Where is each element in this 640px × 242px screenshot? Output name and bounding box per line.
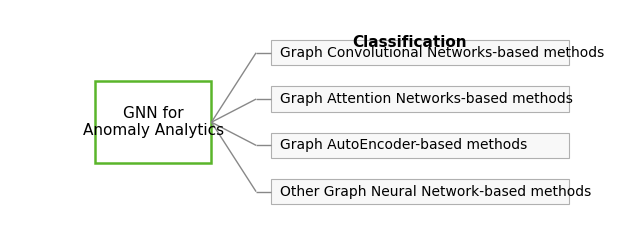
FancyBboxPatch shape (95, 81, 211, 163)
Text: Graph Convolutional Networks-based methods: Graph Convolutional Networks-based metho… (280, 46, 604, 60)
FancyBboxPatch shape (271, 86, 568, 112)
Text: Graph AutoEncoder-based methods: Graph AutoEncoder-based methods (280, 138, 527, 152)
Text: Classification: Classification (353, 35, 467, 50)
Text: Other Graph Neural Network-based methods: Other Graph Neural Network-based methods (280, 185, 591, 199)
FancyBboxPatch shape (271, 40, 568, 65)
Text: GNN for
Anomaly Analytics: GNN for Anomaly Analytics (83, 106, 224, 138)
Text: Graph Attention Networks-based methods: Graph Attention Networks-based methods (280, 92, 573, 106)
FancyBboxPatch shape (271, 133, 568, 158)
FancyBboxPatch shape (271, 179, 568, 204)
